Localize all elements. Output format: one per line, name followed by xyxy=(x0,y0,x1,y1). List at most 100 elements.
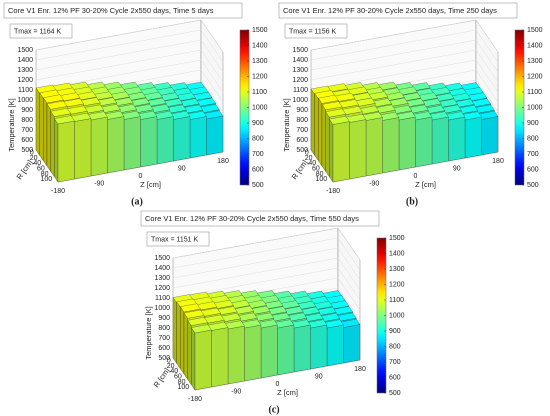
bar-front xyxy=(431,116,449,165)
panel: Core V1 Enr. 12% PF 30-20% Cycle 2x550 d… xyxy=(3,2,268,207)
z-tick-label: 1200 xyxy=(17,77,33,84)
x-tick-label: -180 xyxy=(188,396,202,403)
y-tick-label: 20 xyxy=(167,363,175,370)
bar-top xyxy=(43,94,64,104)
z-tick-label: 600 xyxy=(158,345,170,352)
grid-line xyxy=(172,247,361,281)
colorbar-tick-label: 800 xyxy=(527,135,539,142)
x-tick-label: 180 xyxy=(492,158,504,165)
bar-top xyxy=(50,108,72,117)
bar-front xyxy=(244,324,262,382)
bar-side xyxy=(310,88,315,156)
z-tick-label: 600 xyxy=(296,137,308,144)
z-tick-label: 900 xyxy=(158,315,170,322)
z-tick-label: 700 xyxy=(296,127,308,134)
bar-front xyxy=(343,324,361,364)
bar-front xyxy=(398,116,416,171)
grid-line xyxy=(310,19,499,53)
x-axis-label: Z [cm] xyxy=(277,388,298,397)
z-tick-label: 800 xyxy=(296,117,308,124)
z-tick-label: 500 xyxy=(21,147,33,154)
bar xyxy=(191,324,212,391)
y-tick-label: 100 xyxy=(315,176,327,183)
bar-front xyxy=(173,116,191,162)
bar-top xyxy=(191,324,212,334)
colorbar-tick-label: 1300 xyxy=(252,58,268,65)
bar-side xyxy=(187,319,192,386)
colorbar-tick-label: 500 xyxy=(527,182,539,189)
z-axis-label: Temperature [K] xyxy=(7,98,16,151)
y-tick-label: 80 xyxy=(316,171,324,178)
bar-side xyxy=(46,103,51,172)
z-tick-label: 700 xyxy=(21,127,33,134)
bar-front xyxy=(349,119,367,180)
bar-top xyxy=(321,101,343,110)
grid-line xyxy=(310,49,499,83)
x-tick-label: 0 xyxy=(414,173,418,180)
colorbar-tick-label: 1400 xyxy=(527,42,543,49)
colorbar-tick-label: 700 xyxy=(252,151,264,158)
grid-line xyxy=(35,59,224,93)
bar-front xyxy=(74,118,92,180)
bar-front xyxy=(211,327,229,388)
grid-line xyxy=(310,29,499,63)
z-tick-label: 500 xyxy=(158,355,170,362)
z-tick-label: 1500 xyxy=(17,47,33,54)
x-axis-label: Z [cm] xyxy=(140,180,161,189)
colorbar-tick-label: 800 xyxy=(252,135,264,142)
bar-front xyxy=(189,116,207,159)
x-tick-label: -180 xyxy=(326,188,340,195)
z-tick-label: 1100 xyxy=(18,87,33,94)
y-tick-label: 20 xyxy=(305,155,313,162)
bar-front xyxy=(382,117,400,174)
y-tick-label: 20 xyxy=(30,155,38,162)
colorbar-tick-label: 900 xyxy=(389,328,401,335)
colorbar-tick-label: 1100 xyxy=(527,89,542,96)
grid-line xyxy=(35,39,224,73)
annotation-box xyxy=(9,23,73,39)
colorbar-tick-label: 1300 xyxy=(389,266,405,273)
colorbar-tick-label: 1200 xyxy=(527,73,543,80)
z-tick-label: 1100 xyxy=(155,295,170,302)
z-tick-label: 1000 xyxy=(154,305,170,312)
annotation: Tmax = 1156 K xyxy=(289,28,336,35)
bar-front xyxy=(140,116,158,168)
bar-side xyxy=(50,110,55,178)
bar xyxy=(329,116,350,183)
x-tick-label: 180 xyxy=(217,158,229,165)
bar-side xyxy=(321,104,326,172)
bar-side xyxy=(191,327,196,391)
colorbar-tick-label: 1100 xyxy=(389,297,404,304)
bar-top xyxy=(187,317,209,326)
grid-line xyxy=(172,257,361,291)
z-tick-label: 800 xyxy=(21,117,33,124)
x-axis-label: Z [cm] xyxy=(415,180,436,189)
colorbar-tick-label: 1500 xyxy=(527,27,543,34)
y-axis-label: R [cm] xyxy=(152,366,172,389)
y-tick-label: 40 xyxy=(33,160,41,167)
bar-front xyxy=(464,116,482,159)
colorbar-tick-label: 1200 xyxy=(389,281,405,288)
colorbar-tick-label: 700 xyxy=(527,151,539,158)
y-tick-label: 80 xyxy=(178,379,186,386)
colorbar-tick-label: 900 xyxy=(527,120,539,127)
x-tick-label: 90 xyxy=(453,165,461,172)
colorbar-tick-label: 1000 xyxy=(389,312,405,319)
z-tick-label: 1000 xyxy=(292,97,308,104)
y-tick-label: 60 xyxy=(312,166,320,173)
bar-front xyxy=(310,324,328,370)
bar-top xyxy=(180,303,201,313)
colorbar-tick-label: 700 xyxy=(389,359,401,366)
colorbar-tick-label: 800 xyxy=(389,343,401,350)
y-tick-label: 100 xyxy=(40,176,52,183)
bar-front xyxy=(227,325,245,385)
z-tick-label: 1000 xyxy=(17,97,33,104)
bar-top xyxy=(46,100,68,110)
colorbar-tick-label: 1400 xyxy=(252,42,268,49)
z-tick-label: 1200 xyxy=(292,77,308,84)
x-tick-label: 0 xyxy=(276,381,280,388)
x-tick-label: -90 xyxy=(231,388,241,395)
title-box xyxy=(278,2,518,19)
grid-line xyxy=(35,29,224,63)
z-tick-label: 1500 xyxy=(292,47,308,54)
